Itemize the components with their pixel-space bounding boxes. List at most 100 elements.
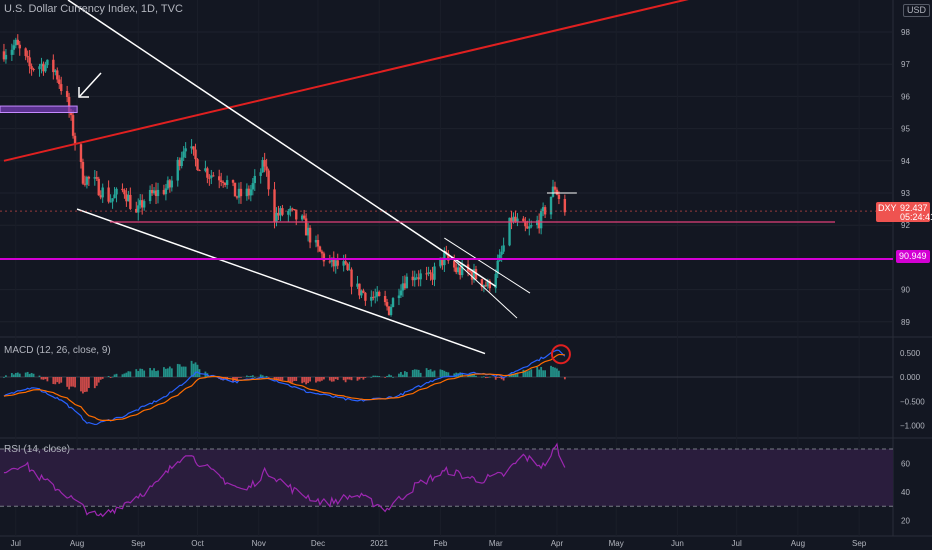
macd-histogram-bar xyxy=(453,373,456,377)
candle-body xyxy=(225,180,229,185)
candle-body xyxy=(362,290,365,293)
macd-histogram-bar xyxy=(44,377,47,380)
candle-body xyxy=(4,54,8,60)
resistance-trendline[interactable] xyxy=(3,0,893,162)
time-tick-label: Nov xyxy=(252,539,266,548)
candle-body xyxy=(549,196,553,215)
macd-histogram-bar xyxy=(97,377,100,383)
candle-body xyxy=(14,39,17,46)
macd-histogram-bar xyxy=(263,376,266,378)
time-tick-label: Sep xyxy=(852,539,867,548)
currency-badge[interactable]: USD xyxy=(903,4,931,17)
candle-body xyxy=(196,159,199,171)
candle-body xyxy=(405,276,409,289)
candle-body xyxy=(453,260,456,268)
candle-body xyxy=(194,149,197,160)
candle-body xyxy=(218,176,221,181)
macd-histogram-bar xyxy=(494,377,497,380)
macd-histogram-bar xyxy=(141,368,144,377)
price-tick-label: 94 xyxy=(901,157,910,166)
price-tick-label: 97 xyxy=(901,60,910,69)
macd-histogram-bar xyxy=(56,377,59,383)
candle-body xyxy=(223,182,227,185)
macd-histogram-bar xyxy=(40,377,43,380)
candle-body xyxy=(383,295,387,303)
macd-histogram-bar xyxy=(502,377,505,381)
last-price-value: 92.437 xyxy=(900,203,928,213)
candle-body xyxy=(295,209,298,220)
macd-histogram-bar xyxy=(362,377,365,380)
candle-body xyxy=(336,260,339,266)
macd-histogram-bar xyxy=(374,375,377,377)
candle-body xyxy=(113,194,116,199)
candle-body xyxy=(121,188,124,191)
arrow-annotation[interactable] xyxy=(79,72,102,97)
symbol-title[interactable]: U.S. Dollar Currency Index, 1D, TVC xyxy=(4,3,183,15)
candle-body xyxy=(500,251,503,255)
channel-upper-line[interactable] xyxy=(444,237,531,294)
highlight-zone[interactable] xyxy=(0,105,78,113)
macd-histogram-bar xyxy=(267,377,270,378)
candle-body xyxy=(441,257,444,266)
macd-histogram-bar xyxy=(60,377,63,383)
macd-histogram-bar xyxy=(431,371,434,377)
macd-histogram-bar xyxy=(295,377,298,382)
wedge-lower-line[interactable] xyxy=(76,208,486,355)
candle-body xyxy=(231,180,235,183)
macd-histogram-bar xyxy=(107,376,110,377)
rsi-line xyxy=(3,442,566,518)
macd-histogram-bar xyxy=(356,377,359,381)
candle-body xyxy=(166,180,170,189)
macd-tick-label: 0.500 xyxy=(900,349,921,358)
macd-histogram-bar xyxy=(281,377,284,381)
candle-body xyxy=(524,221,527,227)
candle-body xyxy=(378,291,381,296)
macd-histogram-bar xyxy=(277,377,280,381)
macd-histogram-bar xyxy=(127,371,130,377)
macd-histogram-bar xyxy=(427,370,430,377)
candle-body xyxy=(235,196,239,198)
macd-histogram-bar xyxy=(10,373,13,377)
macd-histogram-bar xyxy=(80,377,82,392)
candle-body xyxy=(58,79,61,85)
macd-histogram-bar xyxy=(26,371,29,377)
candle-body xyxy=(415,277,418,279)
last-price-countdown: 05:24:41 xyxy=(900,212,932,222)
macd-histogram-bar xyxy=(328,377,331,381)
time-tick-label: May xyxy=(609,539,624,548)
candle-body xyxy=(156,189,160,197)
wedge-upper-line[interactable] xyxy=(67,0,497,288)
channel-lower-line[interactable] xyxy=(444,250,518,319)
macd-histogram-bar xyxy=(309,377,311,382)
candle-body xyxy=(457,267,460,273)
candle-body xyxy=(344,261,347,264)
candle-body xyxy=(411,276,414,281)
macd-histogram-bar xyxy=(151,370,153,377)
candle-body xyxy=(346,263,349,270)
macd-cross-circle[interactable] xyxy=(550,344,571,365)
macd-histogram-bar xyxy=(388,374,390,377)
rsi-label[interactable]: RSI (14, close) xyxy=(4,444,71,455)
candle-body xyxy=(458,267,462,276)
candle-body xyxy=(253,175,256,184)
candle-body xyxy=(275,212,278,222)
macd-histogram-bar xyxy=(115,373,118,377)
macd-histogram-bar xyxy=(473,373,475,377)
macd-histogram-bar xyxy=(182,366,185,377)
macd-histogram-bar xyxy=(84,377,86,393)
last-price-symbol: DXY xyxy=(878,203,897,213)
candle-body xyxy=(494,274,497,289)
macd-histogram-bar xyxy=(74,377,76,388)
macd-histogram-bar xyxy=(180,366,183,377)
candle-body xyxy=(46,59,49,66)
macd-histogram-bar xyxy=(526,371,529,377)
macd-histogram-bar xyxy=(461,372,464,377)
macd-histogram-bar xyxy=(163,367,165,377)
time-tick-label: Jul xyxy=(732,539,742,548)
candle-body xyxy=(302,215,306,219)
candle-body xyxy=(356,283,359,287)
macd-histogram-bar xyxy=(360,377,363,378)
macd-label[interactable]: MACD (12, 26, close, 9) xyxy=(4,345,111,356)
